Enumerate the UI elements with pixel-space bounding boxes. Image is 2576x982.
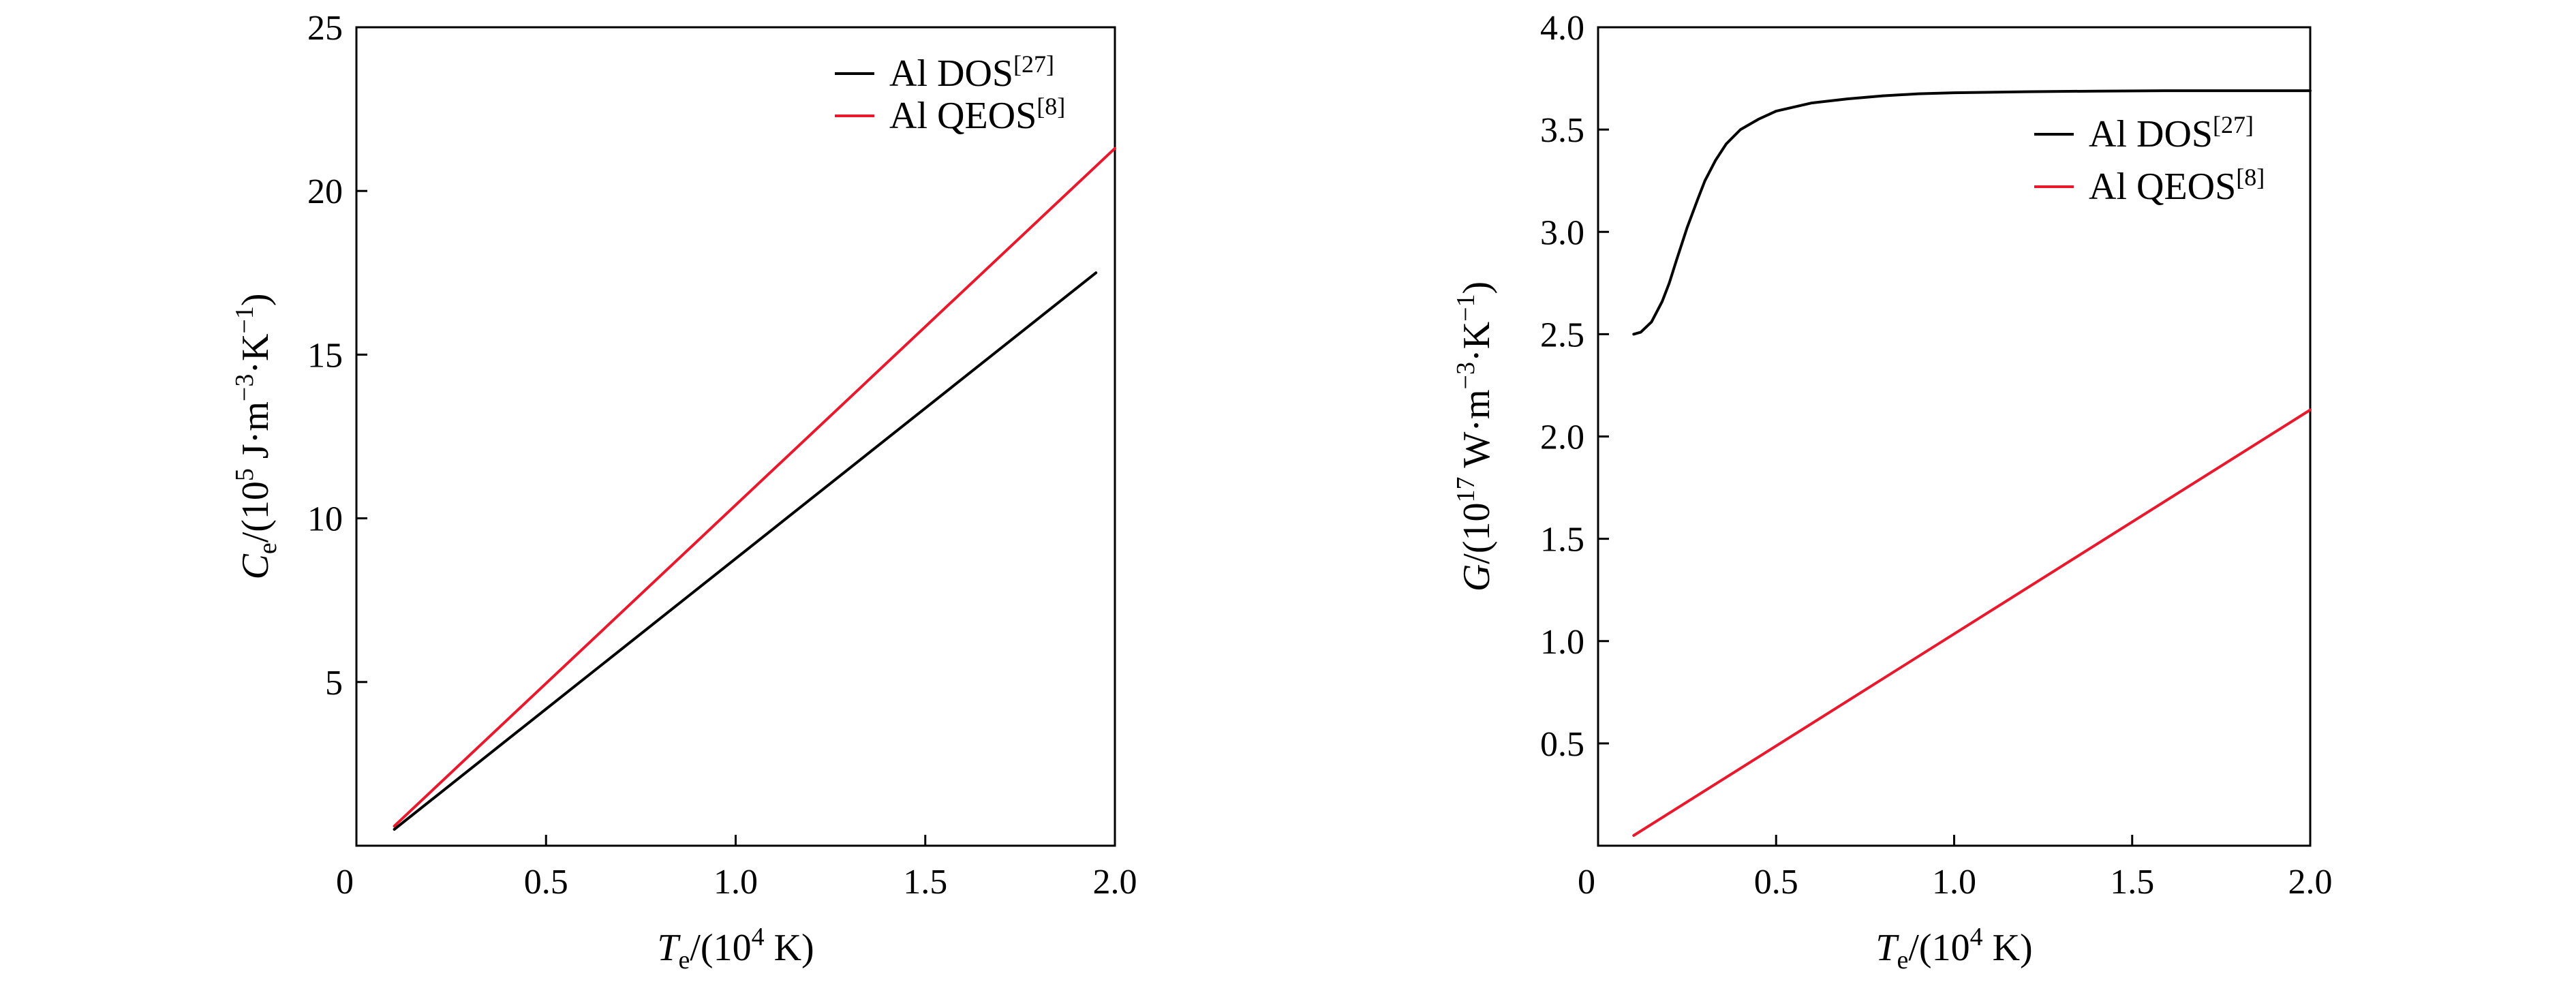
origin-label: 0 (1578, 863, 1595, 902)
chart-panel-2: 0 0.5 1.0 1.5 2.0 0.5 1.0 1.5 2.0 2.5 3.0 3.5 4.0 Al … (1452, 9, 2333, 975)
x-tick-label: 0.5 (1754, 863, 1798, 902)
x-tick-label: 1.0 (714, 863, 758, 902)
y-axis-label: G/(1017 W·m−3·K−1) (1452, 281, 1498, 592)
x-axis-label: Te/(104 K) (657, 923, 814, 975)
series-line-al-qeos (1632, 408, 2312, 837)
y-axis-label: Ce/(105 J·m−3·K−1) (230, 293, 282, 579)
x-tick-label: 2.0 (2288, 863, 2333, 902)
legend-label: Al DOS[27] (889, 50, 1054, 95)
legend-label: Al QEOS[8] (2089, 164, 2265, 208)
x-tick-label: 1.5 (903, 863, 947, 902)
y-tick-label: 2.5 (1540, 316, 1584, 354)
y-tick-label: 15 (307, 336, 343, 375)
y-tick-label: 25 (307, 9, 343, 48)
chart-panel-1: 0 0.5 1.0 1.5 2.0 5 10 15 20 25 Al DOS[27]Al QEOS[… (230, 9, 1137, 975)
origin-label: 0 (336, 863, 354, 902)
x-tick-label: 0.5 (524, 863, 568, 902)
y-tick-label: 2.0 (1540, 418, 1584, 457)
y-tick-label: 1.0 (1540, 623, 1584, 662)
y-tick-label: 3.0 (1540, 213, 1584, 252)
legend-label: Al QEOS[8] (889, 93, 1065, 137)
series-line-al-dos (393, 271, 1098, 831)
series-line-al-qeos (393, 147, 1116, 828)
x-tick-label: 1.0 (1932, 863, 1976, 902)
x-tick-label: 1.5 (2110, 863, 2154, 902)
y-tick-label: 20 (307, 172, 343, 211)
series-line-al-dos (1632, 89, 2312, 336)
y-tick-label: 5 (325, 664, 343, 703)
x-axis-label: Te/(104 K) (1875, 923, 2032, 975)
y-tick-label: 1.5 (1540, 521, 1584, 559)
y-tick-label: 4.0 (1540, 9, 1584, 48)
x-tick-label: 2.0 (1093, 863, 1137, 902)
y-tick-label: 10 (307, 500, 343, 539)
legend-label: Al DOS[27] (2089, 111, 2254, 155)
y-tick-label: 3.5 (1540, 111, 1584, 150)
y-tick-label: 0.5 (1540, 725, 1584, 764)
plot-frame (355, 26, 1116, 847)
